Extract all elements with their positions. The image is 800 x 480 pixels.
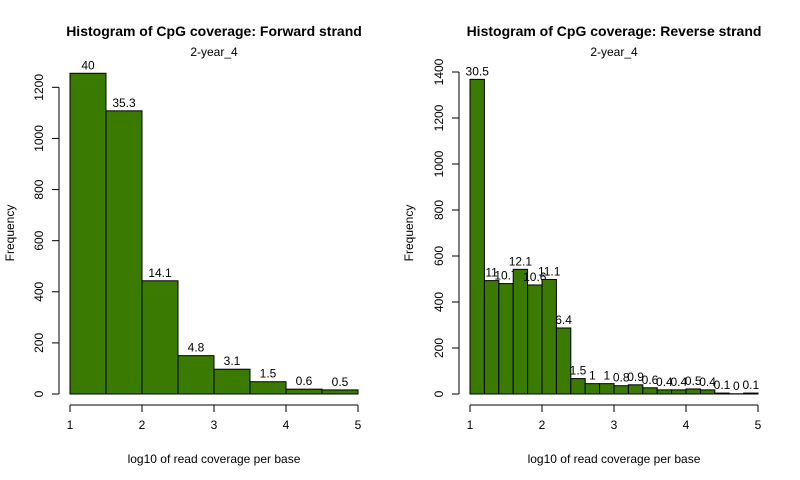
x-tick-label: 5 (355, 418, 362, 432)
y-tick-label: 200 (32, 333, 46, 353)
y-tick-label: 200 (432, 338, 446, 358)
histogram-bar (498, 283, 514, 395)
histogram-bar (321, 389, 359, 395)
bar-data-label: 0.1 (714, 378, 731, 392)
y-tick-label: 400 (32, 281, 46, 301)
bar-data-label: 0.6 (296, 374, 313, 388)
bar-data-label: 6.4 (555, 313, 572, 327)
bar-data-label: 1 (603, 369, 610, 383)
y-tick-label: 800 (432, 200, 446, 220)
reverse-strand-panel: Histogram of CpG coverage: Reverse stran… (402, 23, 762, 466)
histogram-bar (512, 268, 529, 395)
axes-group: 1 2 3 4 5 0 200 400 600 800 1000 1200 1400 (432, 58, 762, 432)
bar-data-label: 11 (485, 266, 498, 280)
histogram-bar (671, 389, 687, 395)
y-tick-label: 800 (32, 179, 46, 199)
y-tick-label: 600 (32, 230, 46, 250)
bar-data-label: 12.1 (509, 254, 533, 268)
bar-data-label: 10.7 (494, 269, 518, 283)
y-axis-label: Frequency (3, 205, 17, 262)
y-tick-label: 1200 (432, 104, 446, 131)
histogram-bar (141, 280, 179, 395)
x-tick-label: 4 (283, 418, 290, 432)
histogram-bar (656, 389, 673, 395)
histogram-bar (469, 78, 485, 395)
axes-group: 1 2 3 4 5 0 200 400 600 800 1000 1200 (32, 74, 362, 432)
y-tick-label: 0 (32, 390, 46, 397)
bar-data-label: 0.6 (642, 373, 659, 387)
bar-data-label: 1 (589, 369, 596, 383)
y-tick-label: 0 (432, 390, 446, 397)
bar-data-label: 0.8 (613, 371, 630, 385)
histogram-bar (527, 284, 543, 395)
histogram-bar (714, 392, 730, 395)
y-tick-label: 1000 (32, 125, 46, 152)
x-tick-label: 2 (539, 418, 546, 432)
bar-data-label: 0.5 (685, 374, 702, 388)
histogram-bar (249, 381, 287, 395)
x-tick-label: 2 (139, 418, 146, 432)
x-tick-label: 3 (211, 418, 218, 432)
x-tick-label: 1 (67, 418, 74, 432)
bar-data-label: 1.5 (570, 364, 587, 378)
bar-data-label: 0.5 (332, 375, 349, 389)
bar-group: 40 35.3 14.1 4.8 3.1 1.5 0.6 0.5 (69, 58, 359, 395)
histogram-bar (613, 385, 629, 395)
bar-data-label: 30.5 (466, 64, 490, 78)
forward-strand-panel: Histogram of CpG coverage: Forward stran… (3, 23, 362, 466)
histogram-bar (627, 384, 644, 395)
bar-data-label: 4.8 (188, 341, 205, 355)
x-tick-label: 3 (611, 418, 618, 432)
histogram-bar (285, 388, 323, 395)
bar-data-label: 0.9 (627, 370, 644, 384)
bar-data-label: 1.5 (260, 367, 277, 381)
chart-subtitle: 2-year_4 (190, 45, 238, 59)
y-tick-label: 400 (432, 292, 446, 312)
bar-data-label: 0 (733, 379, 740, 393)
histogram-bar (105, 110, 143, 395)
histogram-bar (555, 327, 572, 395)
y-tick-label: 600 (432, 246, 446, 266)
bar-data-label: 14.1 (148, 266, 172, 280)
chart-title: Histogram of CpG coverage: Reverse stran… (467, 23, 762, 39)
histogram-bar (685, 388, 701, 395)
bar-data-label: 3.1 (224, 354, 241, 368)
x-tick-label: 1 (467, 418, 474, 432)
bar-data-label: 0.4 (699, 375, 716, 389)
bar-data-label: 10.6 (523, 270, 547, 284)
bar-data-label: 0.4 (670, 375, 687, 389)
histogram-bar (69, 72, 107, 395)
x-axis-label: log10 of read coverage per base (528, 452, 701, 466)
bar-data-label: 35.3 (112, 96, 136, 110)
histogram-bar (483, 280, 500, 395)
y-tick-label: 1200 (32, 74, 46, 101)
histogram-bar (570, 378, 586, 395)
histogram-bar (599, 383, 615, 395)
histogram-bar (743, 392, 759, 395)
histogram-bar (699, 389, 716, 395)
bar-data-label: 0.4 (656, 375, 673, 389)
histogram-bar (541, 278, 557, 395)
y-tick-label: 1400 (432, 58, 446, 85)
histogram-bar (213, 368, 251, 395)
histogram-bar (177, 355, 215, 395)
x-tick-label: 4 (683, 418, 690, 432)
histogram-bar (642, 387, 658, 395)
x-tick-label: 5 (755, 418, 762, 432)
chart-subtitle: 2-year_4 (590, 45, 638, 59)
x-axis-label: log10 of read coverage per base (128, 452, 301, 466)
y-axis-label: Frequency (402, 205, 416, 262)
histogram-bar (584, 383, 601, 395)
bar-data-label: 0.1 (742, 378, 759, 392)
bar-data-label: 11.1 (538, 264, 561, 278)
chart-title: Histogram of CpG coverage: Forward stran… (66, 23, 362, 39)
bar-data-label: 40 (81, 58, 95, 72)
y-tick-label: 1000 (432, 150, 446, 177)
